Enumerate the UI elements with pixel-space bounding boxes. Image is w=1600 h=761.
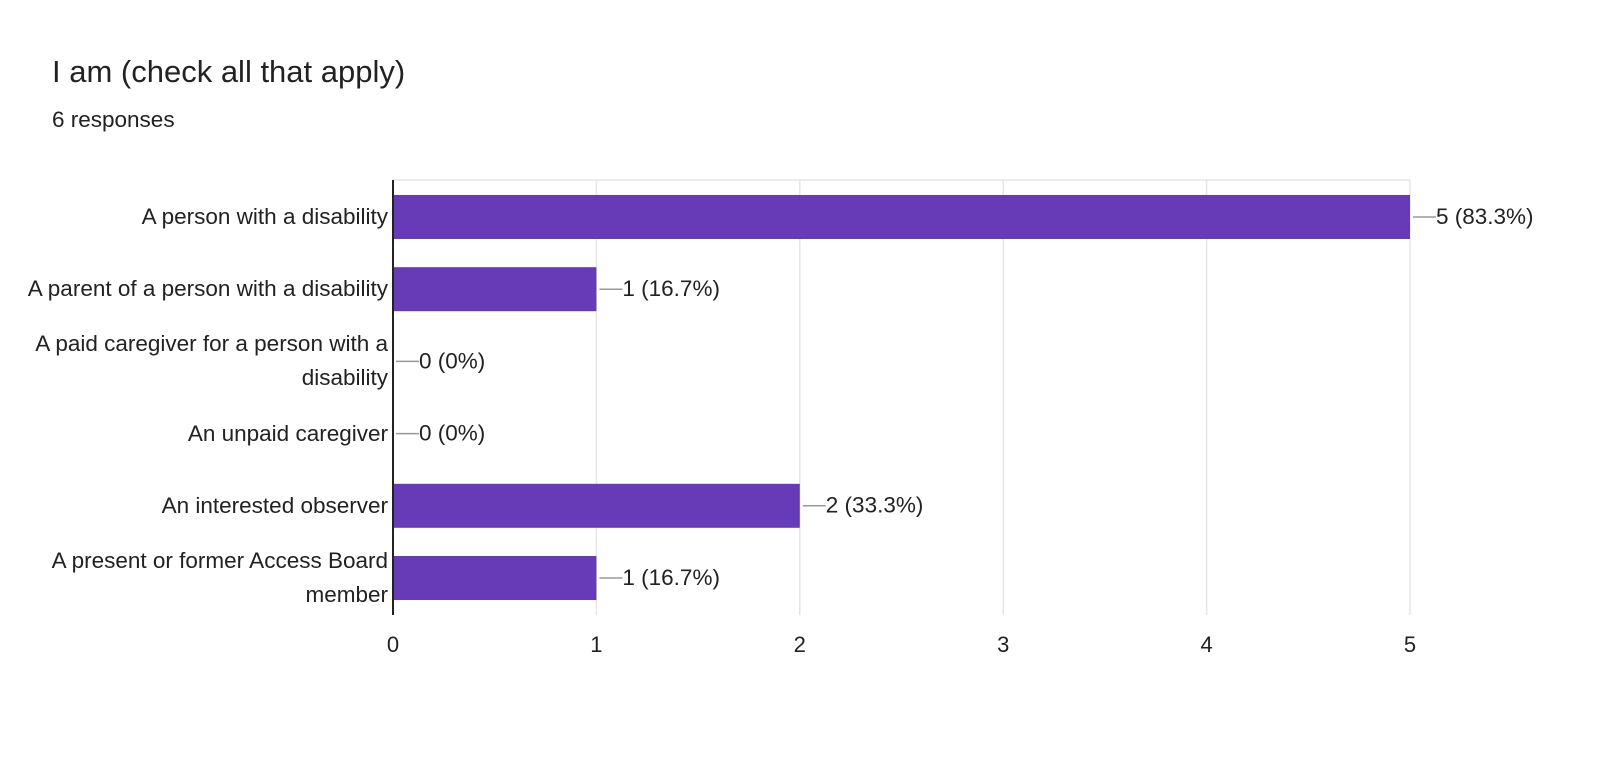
y-tick-label: A parent of a person with a disability	[27, 276, 388, 302]
value-label: 1 (16.7%)	[622, 276, 720, 301]
y-tick-label: A present or former Access Board member	[51, 548, 388, 607]
y-tick-label: A person with a disability	[141, 204, 388, 229]
value-label: 2 (33.3%)	[826, 493, 924, 518]
bar	[393, 195, 1410, 239]
x-tick-label: 0	[387, 632, 399, 657]
bar	[393, 556, 597, 600]
value-label: 0 (0%)	[419, 421, 485, 446]
x-tick-label: 1	[590, 632, 602, 657]
chart-title: I am (check all that apply)	[52, 54, 405, 89]
y-tick-label: An interested observer	[161, 492, 388, 518]
value-label: 1 (16.7%)	[622, 565, 720, 590]
chart-subtitle: 6 responses	[52, 107, 175, 132]
value-label: 5 (83.3%)	[1436, 204, 1534, 229]
y-tick-label: An unpaid caregiver	[187, 420, 388, 446]
x-tick-label: 4	[1200, 632, 1212, 657]
bar	[393, 267, 597, 312]
x-tick-label: 3	[997, 632, 1009, 657]
bar	[393, 483, 800, 528]
y-tick-label: A paid caregiver for a person with a dis…	[35, 331, 388, 391]
x-tick-label: 5	[1404, 632, 1416, 657]
value-label: 0 (0%)	[419, 348, 485, 373]
x-tick-label: 2	[794, 632, 806, 657]
